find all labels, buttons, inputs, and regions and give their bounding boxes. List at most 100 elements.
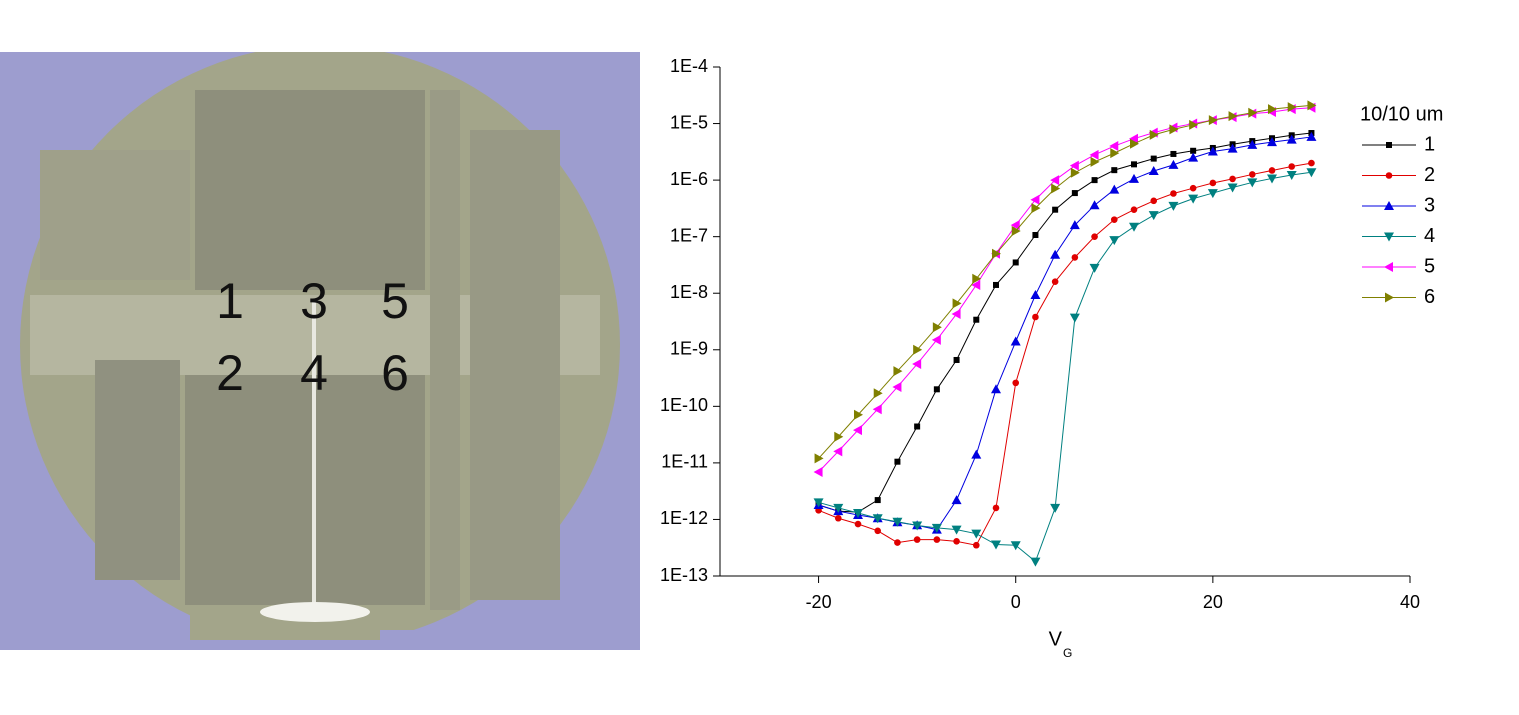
marker [1051, 278, 1059, 285]
marker [892, 517, 903, 527]
y-tick-label: 1E-8 [670, 282, 708, 302]
marker [951, 308, 961, 319]
marker [1189, 119, 1199, 130]
marker [1050, 175, 1060, 186]
marker [1227, 183, 1238, 193]
marker [1011, 225, 1021, 236]
x-axis-label: V [1049, 628, 1063, 650]
marker [1188, 152, 1199, 162]
marker [1287, 102, 1297, 113]
marker [1109, 141, 1119, 152]
marker [1248, 107, 1258, 118]
marker [1012, 379, 1020, 387]
marker [1149, 129, 1159, 140]
y-tick-label: 1E-9 [670, 339, 708, 359]
marker [1030, 194, 1040, 205]
device-label: 6 [381, 345, 409, 401]
marker [1110, 148, 1120, 159]
y-tick-label: 1E-10 [660, 395, 708, 415]
marker [1247, 139, 1258, 149]
marker [1229, 175, 1236, 183]
x-tick-label: 20 [1203, 592, 1223, 612]
marker [951, 495, 962, 505]
marker [1248, 171, 1256, 178]
x-tick-label: 0 [1011, 592, 1021, 612]
marker [1131, 161, 1137, 168]
marker [1089, 149, 1099, 160]
marker [854, 520, 862, 528]
y-tick-label: 1E-6 [670, 169, 708, 189]
marker [1030, 290, 1041, 300]
marker [1286, 134, 1297, 144]
marker [952, 298, 962, 309]
marker [1208, 115, 1218, 126]
marker [1267, 174, 1277, 184]
marker [1130, 138, 1139, 149]
series-line [818, 171, 1312, 563]
marker [1069, 313, 1080, 323]
marker [1109, 184, 1120, 194]
marker [1069, 220, 1080, 230]
y-tick-label: 1E-5 [670, 112, 708, 132]
marker [1129, 173, 1139, 183]
marker [1189, 184, 1197, 192]
marker [1050, 503, 1061, 513]
marker [1150, 155, 1157, 162]
device-label: 5 [381, 273, 409, 329]
marker [933, 536, 941, 543]
marker [833, 503, 844, 513]
x-tick-label: -20 [806, 592, 832, 612]
marker [1207, 146, 1218, 156]
marker [874, 497, 881, 504]
marker [1032, 313, 1039, 321]
marker [1307, 100, 1317, 111]
marker [1089, 200, 1100, 210]
marker [1109, 236, 1120, 246]
marker [1268, 104, 1277, 115]
marker [1129, 222, 1139, 232]
device-label: 1 [216, 273, 244, 329]
marker [834, 514, 842, 522]
marker [1148, 165, 1159, 175]
marker [1267, 137, 1277, 147]
marker [1070, 167, 1080, 178]
marker [951, 525, 962, 535]
marker [912, 359, 922, 370]
die-column [40, 150, 190, 280]
marker [1385, 292, 1394, 303]
marker [1384, 232, 1394, 242]
marker [1207, 189, 1218, 199]
legend-label: 2 [1424, 164, 1435, 186]
device-label: 4 [300, 345, 328, 401]
marker [933, 386, 940, 393]
marker [1032, 232, 1039, 239]
device-label: 3 [300, 273, 328, 329]
marker [972, 541, 980, 549]
marker [1247, 178, 1258, 188]
marker [1012, 259, 1019, 266]
marker [992, 248, 1001, 259]
marker [993, 281, 999, 288]
legend-label: 1 [1424, 133, 1435, 155]
marker [1089, 263, 1100, 273]
marker [1170, 150, 1177, 157]
marker [853, 509, 863, 519]
marker [1209, 179, 1217, 187]
y-tick-label: 1E-12 [660, 508, 708, 528]
marker [1071, 254, 1079, 261]
marker [1050, 249, 1061, 259]
marker [813, 467, 823, 478]
marker [1168, 159, 1179, 169]
marker [873, 388, 883, 399]
marker [1010, 336, 1021, 346]
marker [1286, 171, 1297, 181]
marker [1148, 211, 1159, 221]
marker [1010, 541, 1021, 551]
y-tick-label: 1E-11 [661, 452, 708, 472]
marker [1129, 133, 1138, 144]
marker [1306, 168, 1317, 178]
marker [1268, 167, 1276, 174]
marker [1190, 147, 1197, 154]
reflection [312, 300, 316, 620]
marker [971, 449, 982, 459]
